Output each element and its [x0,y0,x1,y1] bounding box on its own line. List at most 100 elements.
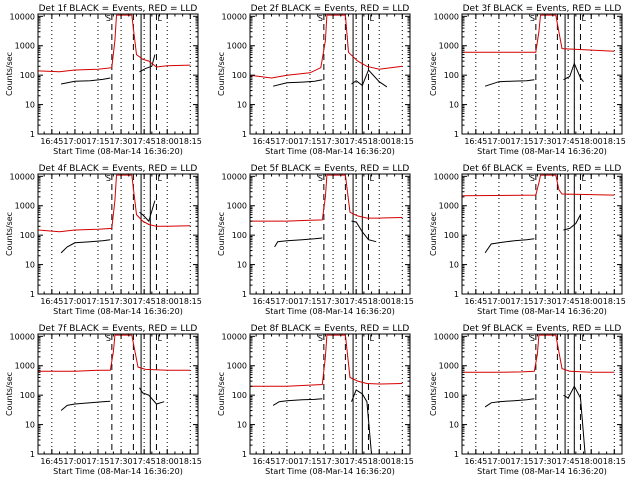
plot-frame [249,173,411,295]
detector-panel: S L 1 10 100 1000 10000 16:45 17:00 17:15 17:30 17:… [5,4,202,156]
panel-title: Det 9f BLACK = Events, RED = LLD [463,324,622,334]
marker-letter-s: S [318,14,323,23]
marker-letter-l: L [581,174,586,183]
x-tick-label: 16:45 [40,297,63,306]
y-tick-label: 1 [242,130,247,139]
x-tick-label: 17:45 [133,457,156,466]
lld-series-line [38,14,191,73]
x-tick-label: 18:00 [156,457,179,466]
panel-title: Det 3f BLACK = Events, RED = LLD [463,4,622,14]
lld-series-line [462,334,615,373]
y-tick-label: 10000 [222,172,247,181]
marker-letter-s: S [106,14,111,23]
x-tick-label: 18:00 [368,457,391,466]
y-tick-label: 1000 [15,362,35,371]
events-series-line [272,398,323,406]
x-axis-label: Start Time (08-Mar-14 16:36:20) [477,467,607,476]
x-axis-label: Start Time (08-Mar-14 16:36:20) [53,467,183,476]
x-tick-label: 17:30 [534,297,557,306]
marker-letter-l: L [581,334,586,343]
lld-series-line [250,14,403,79]
y-tick-label: 1 [454,290,459,299]
x-tick-label: 17:00 [63,297,86,306]
y-tick-label: 100 [444,391,459,400]
y-tick-label: 100 [20,231,35,240]
marker-letter-s: S [530,334,535,343]
x-axis-label: Start Time (08-Mar-14 16:36:20) [477,307,607,316]
x-tick-label: 18:15 [603,457,626,466]
plot-frame [461,13,623,135]
events-series-line [351,220,377,243]
lld-series-line [250,174,403,222]
lld-series-line [38,174,191,233]
y-tick-label: 10 [25,261,35,270]
marker-letter-l: L [157,14,162,23]
plot-frame [37,173,199,295]
x-tick-label: 17:45 [345,137,368,146]
y-tick-label: 1000 [227,202,247,211]
plot-frame [461,173,623,295]
panel-title: Det 2f BLACK = Events, RED = LLD [251,4,410,14]
y-tick-label: 10 [449,101,459,110]
plot-frame [249,13,411,135]
plot-frame [461,333,623,455]
y-axis-label: Counts/sec [5,52,14,96]
marker-letter-l: L [369,334,374,343]
y-tick-label: 100 [232,391,247,400]
detector-panel: S L 1 10 100 1000 10000 16:45 17:00 17:15 17:30 17:… [217,164,414,316]
events-series-line [484,398,535,408]
x-tick-label: 17:15 [298,457,321,466]
plot-frame [249,333,411,455]
x-tick-label: 17:15 [86,297,109,306]
y-tick-label: 1 [30,130,35,139]
x-tick-label: 17:15 [298,297,321,306]
marker-letter-l: L [157,334,162,343]
x-tick-label: 17:00 [487,137,510,146]
y-tick-label: 10 [237,421,247,430]
marker-letter-s: S [106,334,111,343]
panel-title: Det 6f BLACK = Events, RED = LLD [463,164,622,174]
x-tick-label: 18:15 [179,297,202,306]
x-tick-label: 17:30 [322,137,345,146]
panel-title: Det 5f BLACK = Events, RED = LLD [251,164,410,174]
y-axis-label: Counts/sec [429,52,438,96]
x-axis-label: Start Time (08-Mar-14 16:36:20) [53,307,183,316]
y-tick-label: 10 [237,261,247,270]
marker-letter-s: S [530,14,535,23]
x-tick-label: 17:15 [510,457,533,466]
y-tick-label: 10 [449,421,459,430]
y-axis-label: Counts/sec [429,372,438,416]
x-axis-label: Start Time (08-Mar-14 16:36:20) [53,147,183,156]
x-tick-label: 16:45 [464,457,487,466]
x-tick-label: 17:45 [345,457,368,466]
x-tick-label: 17:15 [298,137,321,146]
y-tick-label: 100 [444,231,459,240]
events-series-line [563,385,586,454]
lld-series-line [462,174,615,197]
y-tick-label: 1000 [15,42,35,51]
events-series-line [272,79,323,87]
events-series-line [563,214,581,231]
y-tick-label: 1 [454,130,459,139]
x-tick-label: 16:45 [40,457,63,466]
x-tick-label: 16:45 [252,297,275,306]
lld-series-line [38,334,191,372]
y-tick-label: 10000 [10,12,35,21]
lld-series-line [462,14,615,53]
x-tick-label: 17:45 [133,137,156,146]
events-series-line [484,79,535,87]
events-series-line [139,54,156,73]
x-tick-label: 17:15 [86,137,109,146]
x-tick-label: 17:30 [110,297,133,306]
events-series-line [351,69,388,88]
x-tick-label: 17:00 [487,297,510,306]
x-tick-label: 17:15 [510,137,533,146]
x-tick-label: 17:30 [322,297,345,306]
y-axis-label: Counts/sec [217,372,226,416]
y-axis-label: Counts/sec [5,212,14,256]
y-axis-label: Counts/sec [429,212,438,256]
x-tick-label: 17:00 [275,457,298,466]
x-axis-label: Start Time (08-Mar-14 16:36:20) [477,147,607,156]
detector-panel: S L 1 10 100 1000 10000 16:45 17:00 17:15 17:30 17:… [217,324,414,476]
y-axis-label: Counts/sec [217,52,226,96]
